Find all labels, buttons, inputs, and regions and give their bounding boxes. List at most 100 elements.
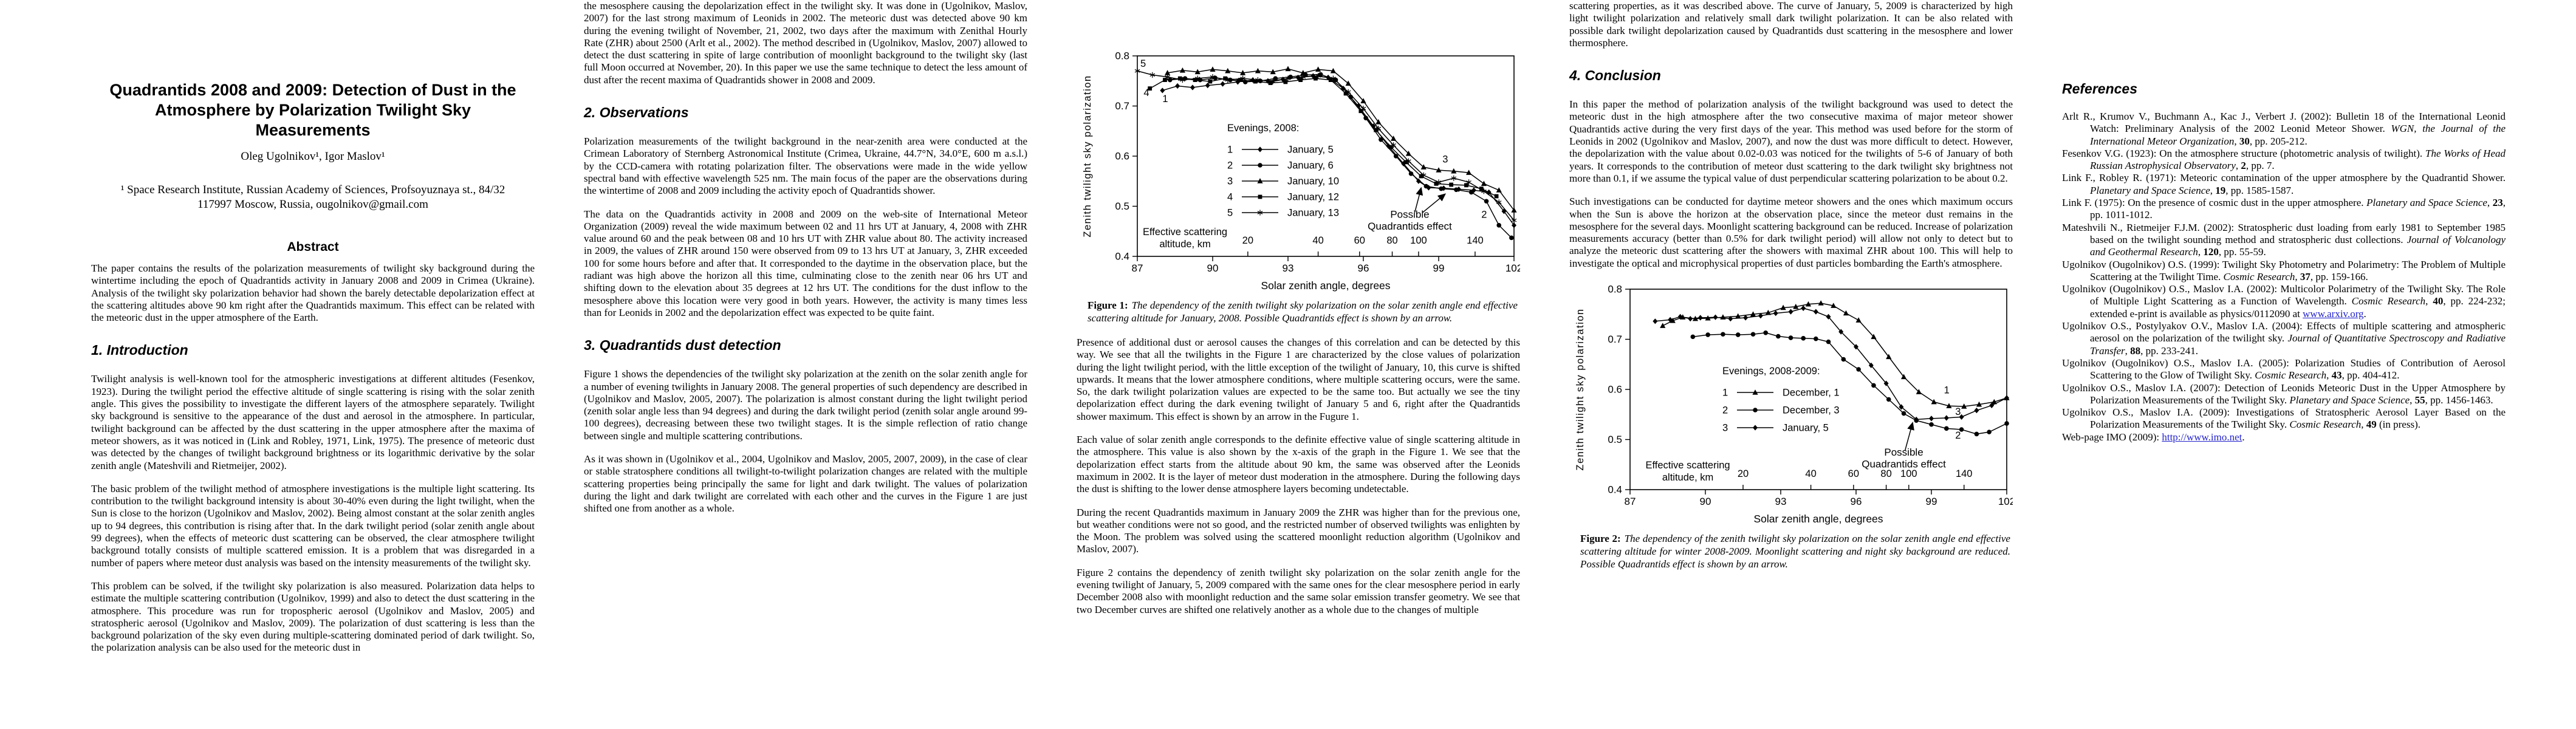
figure2-caption-label: Figure 2: bbox=[1580, 533, 1621, 545]
reference-item: Ugolnikov (Ougolnikov) O.S., Maslov I.A.… bbox=[2062, 357, 2506, 382]
paragraph: Polarization measurements of the twiligh… bbox=[584, 135, 1027, 197]
svg-text:Solar zenith angle, degrees: Solar zenith angle, degrees bbox=[1261, 279, 1390, 292]
svg-text:3: 3 bbox=[1955, 406, 1961, 417]
svg-text:Effective scattering: Effective scattering bbox=[1143, 227, 1227, 238]
figure1-caption: Figure 1: The dependency of the zenith tw… bbox=[1077, 299, 1520, 324]
svg-text:altitude, km: altitude, km bbox=[1662, 472, 1713, 483]
paragraph: The basic problem of the twilight method… bbox=[91, 482, 535, 569]
svg-text:99: 99 bbox=[1926, 496, 1937, 507]
svg-text:0.8: 0.8 bbox=[1115, 52, 1129, 62]
svg-text:2: 2 bbox=[1722, 405, 1728, 416]
column-5: References Arlt R., Krumov V., Buchmann … bbox=[2062, 0, 2506, 729]
section-heading-introduction: 1. Introduction bbox=[91, 342, 188, 358]
svg-text:87: 87 bbox=[1132, 262, 1143, 274]
svg-text:Quadrantids effect: Quadrantids effect bbox=[1368, 221, 1452, 232]
svg-text:3: 3 bbox=[1227, 176, 1233, 187]
reference-item: Ugolnikov O.S., Postylyakov O.V., Maslov… bbox=[2062, 320, 2506, 357]
section-heading-conclusion: 4. Conclusion bbox=[1569, 67, 1661, 84]
svg-text:140: 140 bbox=[1956, 468, 1973, 479]
svg-text:90: 90 bbox=[1207, 262, 1219, 274]
affiliation-line1: ¹ Space Research Institute, Russian Acad… bbox=[120, 183, 505, 196]
svg-text:2: 2 bbox=[1481, 209, 1487, 220]
svg-text:0.5: 0.5 bbox=[1115, 200, 1129, 212]
svg-text:1: 1 bbox=[1227, 145, 1233, 156]
svg-text:80: 80 bbox=[1386, 235, 1397, 246]
section-heading-observations: 2. Observations bbox=[584, 104, 689, 121]
svg-text:altitude, km: altitude, km bbox=[1159, 239, 1210, 250]
column-2: the mesosphere causing the depolarizatio… bbox=[584, 0, 1027, 729]
svg-text:December, 3: December, 3 bbox=[1783, 405, 1840, 416]
reference-item: Ugolnikov (Ougolnikov) O.S., Maslov I.A.… bbox=[2062, 283, 2506, 320]
svg-text:0.4: 0.4 bbox=[1115, 251, 1129, 262]
svg-text:99: 99 bbox=[1433, 262, 1445, 274]
reference-item: Ugolnikov O.S., Maslov I.A. (2007): Dete… bbox=[2062, 382, 2506, 406]
reference-link[interactable]: http://www.imo.net bbox=[2162, 431, 2242, 443]
svg-text:40: 40 bbox=[1805, 468, 1816, 479]
svg-text:0.8: 0.8 bbox=[1608, 286, 1622, 295]
references-list: Arlt R., Krumov V., Buchmann A., Kac J.,… bbox=[2062, 111, 2506, 443]
svg-text:2: 2 bbox=[1227, 160, 1233, 171]
svg-text:93: 93 bbox=[1775, 496, 1787, 507]
paragraph: Each value of solar zenith angle corresp… bbox=[1077, 434, 1520, 495]
paragraph: Figure 1 shows the dependencies of the t… bbox=[584, 368, 1027, 442]
column-1: Quadrantids 2008 and 2009: Detection of … bbox=[91, 0, 535, 729]
paragraph: scattering properties, as it was describ… bbox=[1569, 0, 2013, 49]
figure2-caption: Figure 2: The dependency of the zenith tw… bbox=[1569, 532, 2013, 570]
svg-text:January, 6: January, 6 bbox=[1287, 160, 1334, 171]
svg-text:1: 1 bbox=[1722, 388, 1728, 399]
svg-text:January, 5: January, 5 bbox=[1287, 145, 1334, 156]
abstract-text: The paper contains the results of the po… bbox=[91, 262, 535, 324]
svg-text:Quadrantids effect: Quadrantids effect bbox=[1862, 458, 1946, 470]
svg-text:3: 3 bbox=[1722, 423, 1728, 434]
svg-text:Zenith twilight sky polarizati: Zenith twilight sky polarization bbox=[1575, 308, 1586, 470]
svg-text:Zenith twilight sky polarizati: Zenith twilight sky polarization bbox=[1082, 75, 1093, 237]
reference-item: Ugolnikov (Ougolnikov) O.S. (1999): Twil… bbox=[2062, 258, 2506, 282]
section-heading-dust-detection: 3. Quadrantids dust detection bbox=[584, 337, 781, 354]
authors: Oleg Ugolnikov¹, Igor Maslov¹ bbox=[241, 150, 385, 163]
column-3: 87 90 93 96 99 102 0.4 0.5 0.6 0.7 0.8 Solar zenith… bbox=[1077, 0, 1520, 729]
reference-link[interactable]: www.arxiv.org bbox=[2303, 307, 2364, 320]
svg-text:140: 140 bbox=[1467, 235, 1484, 246]
svg-text:0.7: 0.7 bbox=[1608, 334, 1622, 345]
affiliation-line2: 117997 Moscow, Russia, ougolnikov@gmail.… bbox=[197, 198, 428, 211]
svg-text:93: 93 bbox=[1283, 262, 1294, 274]
paragraph: The data on the Quadrantids activity in … bbox=[584, 208, 1027, 318]
references-heading: References bbox=[2062, 81, 2138, 97]
svg-text:Possible: Possible bbox=[1884, 447, 1923, 458]
reference-item: Link F., Robley R. (1971): Meteoric cont… bbox=[2062, 172, 2506, 196]
figure1-caption-label: Figure 1: bbox=[1088, 299, 1128, 311]
svg-text:0.6: 0.6 bbox=[1608, 384, 1622, 395]
svg-text:20: 20 bbox=[1738, 468, 1749, 479]
svg-text:60: 60 bbox=[1354, 235, 1365, 246]
svg-text:0.5: 0.5 bbox=[1608, 434, 1622, 445]
svg-text:January, 10: January, 10 bbox=[1287, 176, 1339, 187]
svg-text:0.6: 0.6 bbox=[1115, 151, 1129, 162]
affiliation: ¹ Space Research Institute, Russian Acad… bbox=[91, 183, 535, 212]
figure1-chart: 87 90 93 96 99 102 0.4 0.5 0.6 0.7 0.8 Solar zenith… bbox=[1082, 52, 1520, 292]
svg-text:87: 87 bbox=[1625, 496, 1636, 507]
svg-text:4: 4 bbox=[1227, 192, 1233, 203]
paragraph: Twilight analysis is well-known tool for… bbox=[91, 373, 535, 471]
figure-2: 87 90 93 96 99 102 0.4 0.5 0.6 0.7 0.8 Solar zenith… bbox=[1569, 286, 2013, 570]
paragraph: the mesosphere causing the depolarizatio… bbox=[584, 0, 1027, 86]
svg-text:60: 60 bbox=[1848, 468, 1859, 479]
svg-text:3: 3 bbox=[1442, 154, 1448, 165]
svg-text:January, 12: January, 12 bbox=[1287, 192, 1339, 203]
svg-text:December, 1: December, 1 bbox=[1783, 388, 1840, 399]
reference-item: Mateshvili N., Rietmeijer F.J.M. (2002):… bbox=[2062, 221, 2506, 258]
svg-text:100: 100 bbox=[1410, 235, 1427, 246]
paragraph: This problem can be solved, if the twili… bbox=[91, 580, 535, 654]
svg-text:80: 80 bbox=[1880, 468, 1891, 479]
paragraph: Figure 2 contains the dependency of zeni… bbox=[1077, 566, 1520, 615]
abstract-heading: Abstract bbox=[287, 240, 339, 254]
paragraph: Such investigations can be conducted for… bbox=[1569, 196, 2013, 269]
svg-text:5: 5 bbox=[1227, 208, 1233, 219]
reference-item: Ugolnikov O.S., Maslov I.A. (2009): Inve… bbox=[2062, 406, 2506, 431]
column-4: scattering properties, as it was describ… bbox=[1569, 0, 2013, 729]
figure2-chart: 87 90 93 96 99 102 0.4 0.5 0.6 0.7 0.8 Solar zenith… bbox=[1575, 286, 2013, 525]
reference-item: Web-page IMO (2009): http://www.imo.net. bbox=[2062, 431, 2245, 443]
svg-text:Evenings, 2008:: Evenings, 2008: bbox=[1227, 123, 1299, 134]
svg-text:96: 96 bbox=[1358, 262, 1369, 274]
svg-text:20: 20 bbox=[1242, 235, 1253, 246]
